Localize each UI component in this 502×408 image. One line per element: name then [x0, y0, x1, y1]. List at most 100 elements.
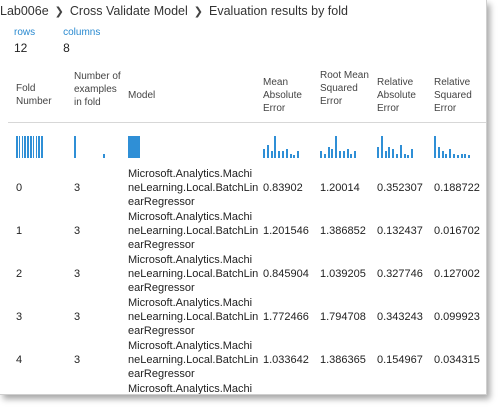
- columns-stat: columns 8: [63, 27, 100, 55]
- cell-model: Microsoft.Analytics.Machi neLearning.Loca…: [128, 211, 259, 251]
- histogram-bar: [35, 136, 38, 158]
- histogram-bar: [297, 151, 300, 158]
- breadcrumb-item-experiment[interactable]: Lab006e: [0, 4, 49, 18]
- histogram-bar: [24, 136, 26, 158]
- histogram-relative-squared-error[interactable]: [434, 134, 472, 158]
- histogram-bar: [411, 149, 414, 158]
- cell-mean-absolute-error: 1.201546: [263, 225, 309, 237]
- column-header-mean-absolute-error[interactable]: Mean Absolute Error: [263, 77, 302, 114]
- histogram-model[interactable]: [128, 134, 140, 158]
- histogram-bar: [434, 136, 437, 158]
- histogram-bar: [331, 149, 334, 158]
- histogram-bar: [453, 153, 456, 158]
- cell-model: Microsoft.Analytics.Machi neLearning.Loca…: [128, 340, 259, 380]
- cell-mean-absolute-error: 0.845904: [263, 268, 309, 280]
- cell-root-mean-squared-error: 1.386365: [320, 354, 366, 366]
- histogram-bar: [346, 149, 349, 158]
- chevron-right-icon: ❯: [54, 5, 64, 18]
- histogram-bar: [266, 144, 269, 158]
- histogram-bar: [445, 153, 448, 158]
- histogram-bar: [350, 153, 353, 158]
- histogram-bar: [407, 155, 410, 158]
- cell-mean-absolute-error: 1.772466: [263, 311, 309, 323]
- cell-examples-in-fold: 3: [74, 311, 81, 323]
- histogram-bar: [41, 136, 43, 158]
- histogram-bar: [320, 151, 323, 158]
- cell-relative-squared-error: 0.016702: [434, 225, 480, 237]
- histogram-bar: [278, 151, 281, 158]
- cell-relative-absolute-error: 0.132437: [377, 225, 423, 237]
- cell-examples-in-fold: 3: [74, 225, 81, 237]
- histogram-bar: [460, 153, 463, 158]
- breadcrumb-item-output: Evaluation results by fold: [209, 4, 348, 18]
- cell-fold-number: 4: [16, 354, 23, 366]
- cell-fold-number: 3: [16, 311, 23, 323]
- cell-fold-number: 1: [16, 225, 23, 237]
- histogram-bar: [396, 153, 399, 158]
- histogram-bar: [263, 149, 266, 158]
- cell-model: Microsoft.Analytics.Machi: [128, 383, 253, 395]
- histogram-bar: [403, 153, 406, 158]
- histogram-bar: [289, 153, 292, 158]
- cell-root-mean-squared-error: 1.20014: [320, 182, 360, 194]
- histogram-bar: [293, 155, 296, 158]
- cell-root-mean-squared-error: 1.386852: [320, 225, 366, 237]
- cell-fold-number: 2: [16, 268, 23, 280]
- rows-stat: rows 12: [14, 27, 35, 55]
- histogram-bar: [437, 147, 440, 158]
- breadcrumb-item-module[interactable]: Cross Validate Model: [69, 4, 188, 18]
- histogram-bar: [323, 153, 326, 158]
- column-header-root-mean-squared-error[interactable]: Root Mean Squared Error: [320, 70, 369, 107]
- histogram-bar: [399, 144, 402, 158]
- histogram-bar: [449, 149, 452, 158]
- cell-relative-squared-error: 0.127002: [434, 268, 480, 280]
- cell-model: Microsoft.Analytics.Machi neLearning.Loca…: [128, 254, 259, 294]
- cell-model: Microsoft.Analytics.Machi neLearning.Loca…: [128, 297, 259, 337]
- histogram-bar: [380, 136, 383, 158]
- cell-mean-absolute-error: 0.83902: [263, 182, 303, 194]
- cell-fold-number: 0: [16, 182, 23, 194]
- histogram-root-mean-squared-error[interactable]: [320, 134, 358, 158]
- histogram-bar: [354, 151, 357, 158]
- histogram-relative-absolute-error[interactable]: [377, 134, 415, 158]
- histogram-fold-number[interactable]: [16, 134, 44, 158]
- rows-value: 12: [14, 41, 28, 55]
- columns-value: 8: [63, 41, 70, 55]
- histogram-bar: [342, 151, 345, 158]
- rows-label: rows: [14, 27, 36, 38]
- histogram-bar: [270, 151, 273, 158]
- column-header-model[interactable]: Model: [128, 90, 156, 101]
- histogram-bar: [16, 136, 18, 158]
- histogram-examples-in-fold[interactable]: [74, 134, 106, 158]
- histogram-bar: [392, 149, 395, 158]
- histogram-bar: [74, 136, 76, 158]
- column-header-examples-in-fold[interactable]: Number of examples in fold: [74, 71, 121, 108]
- column-header-relative-squared-error[interactable]: Relative Squared Error: [434, 77, 472, 114]
- histogram-bar: [388, 147, 391, 158]
- histogram-bar: [339, 151, 342, 158]
- histogram-bar: [27, 136, 29, 158]
- cell-relative-squared-error: 0.034315: [434, 354, 480, 366]
- dataset-stats: rows 12 columns 8: [14, 27, 100, 55]
- histogram-mean-absolute-error[interactable]: [263, 134, 301, 158]
- histogram-bar: [282, 151, 285, 158]
- histogram-bar: [128, 136, 140, 158]
- histogram-bar: [285, 149, 288, 158]
- columns-label: columns: [63, 27, 101, 38]
- cell-relative-absolute-error: 0.154967: [377, 354, 423, 366]
- cell-examples-in-fold: 3: [74, 268, 81, 280]
- histogram-bar: [38, 136, 40, 158]
- cell-model: Microsoft.Analytics.Machi neLearning.Loca…: [128, 168, 259, 208]
- histogram-bar: [456, 155, 459, 158]
- column-header-fold-number[interactable]: Fold Number: [16, 83, 52, 107]
- cell-root-mean-squared-error: 1.794708: [320, 311, 366, 323]
- histogram-bar: [32, 136, 35, 158]
- column-header-relative-absolute-error[interactable]: Relative Absolute Error: [377, 77, 416, 114]
- histogram-bar: [377, 147, 380, 158]
- histogram-bar: [384, 151, 387, 158]
- histogram-bar: [327, 147, 330, 158]
- header-divider: [8, 122, 486, 123]
- histogram-bar: [468, 155, 471, 158]
- results-panel: Lab006e ❯ Cross Validate Model ❯ Evaluat…: [0, 0, 487, 395]
- cell-relative-absolute-error: 0.352307: [377, 182, 423, 194]
